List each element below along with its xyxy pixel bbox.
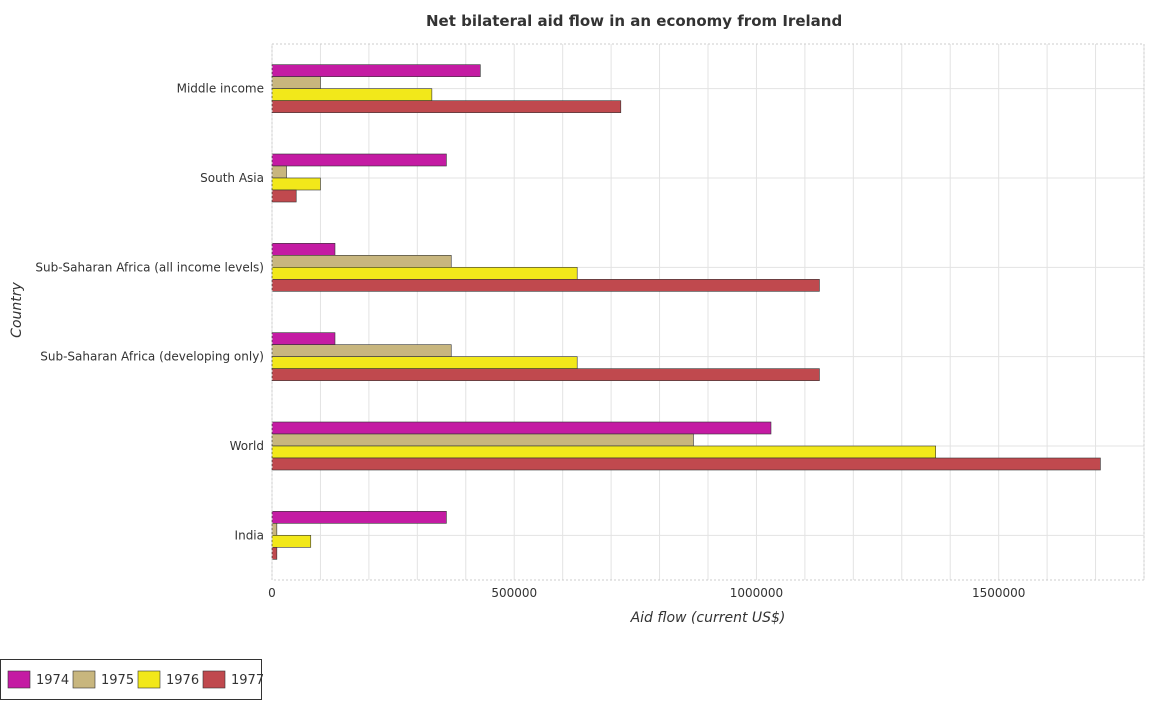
y-tick-label: World [230,439,264,453]
bar-1975-middle-income [271,76,321,89]
y-axis-label: Country [9,281,25,337]
bar-1977-middle-income [271,100,622,113]
chart-title: Net bilateral aid flow in an economy fro… [426,12,842,30]
bar-1977-sub-saharan-africa-all-income-levels- [271,279,820,292]
bar-1974-sub-saharan-africa-developing-only- [271,332,336,345]
bar-1974-middle-income [271,64,481,77]
bar-1976-sub-saharan-africa-developing-only- [271,356,578,369]
y-tick-label: India [235,528,264,542]
bar-1974-south-asia [271,153,447,167]
bar-1975-india [271,523,278,536]
legend: 1974 1975 1976 1977 [0,659,264,700]
x-tick-label: 500000 [491,586,537,600]
legend-label: 1977 [231,673,264,688]
bar-1975-south-asia [271,165,287,179]
bars-layer [271,64,1101,560]
x-tick-label: 0 [268,586,276,600]
bar-1976-world [271,445,936,459]
legend-label: 1974 [36,673,69,688]
bar-1977-india [271,547,278,560]
bar-1974-world [271,421,772,435]
y-tick-label: Sub-Saharan Africa (all income levels) [35,260,264,274]
bar-1976-india [271,535,312,548]
y-tick-label: Sub-Saharan Africa (developing only) [40,350,264,364]
axes-layer: Middle income South Asia Sub-Saharan Afric… [35,43,1145,600]
bar-1975-sub-saharan-africa-developing-only- [271,344,452,357]
bar-1974-sub-saharan-africa-all-income-levels- [271,243,336,256]
plot-frame [271,43,1145,581]
bar-1975-world [271,433,694,447]
x-axis-label: Aid flow (current US$) [630,610,786,626]
bar-1976-middle-income [271,88,433,101]
legend-swatch [7,670,31,689]
bar-1977-south-asia [271,189,297,203]
legend-label: 1975 [101,673,134,688]
legend-swatch [202,670,226,689]
bar-1975-sub-saharan-africa-all-income-levels- [271,255,452,268]
bar-1976-sub-saharan-africa-all-income-levels- [271,267,578,280]
x-tick-label: 1000000 [730,586,783,600]
bar-1976-south-asia [271,177,321,191]
legend-swatch [137,670,161,689]
legend-label: 1976 [166,673,199,688]
y-tick-label: Middle income [177,82,264,96]
bar-1974-india [271,511,447,524]
x-tick-label: 1500000 [972,586,1025,600]
y-tick-label: South Asia [200,171,264,185]
bar-1977-world [271,457,1101,471]
bar-1977-sub-saharan-africa-developing-only- [271,368,820,381]
legend-swatch [72,670,96,689]
